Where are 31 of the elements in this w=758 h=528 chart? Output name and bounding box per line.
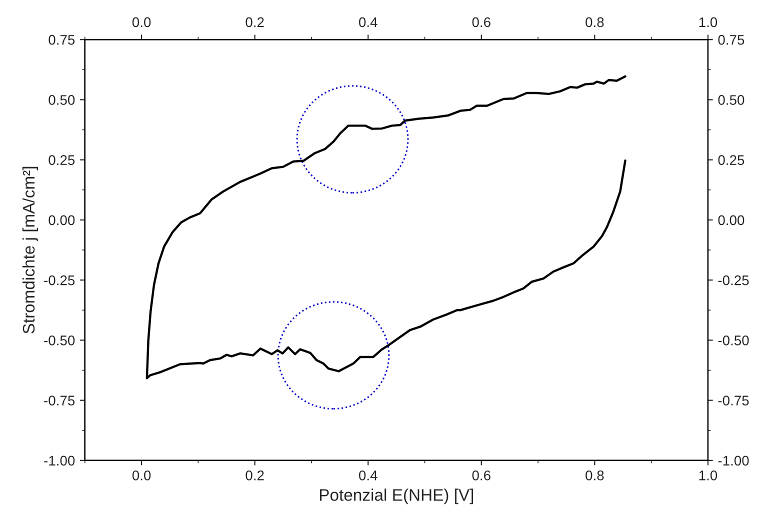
y-tick-label: 0.75 (48, 34, 75, 45)
x-axis-title: Potenzial E(NHE) [V] (320, 488, 474, 504)
x2-tick-label: 0.0 (132, 17, 151, 28)
y2-tick-label: -0.50 (718, 336, 749, 346)
y-tick-label: 0.50 (48, 95, 75, 105)
line-series (146, 75, 626, 380)
y2-tick-label: 0.25 (718, 155, 744, 165)
x2-tick-label: 0.2 (246, 17, 264, 28)
x-tick-label: 0.8 (586, 470, 604, 480)
y2-tick-label: 0.75 (718, 34, 744, 45)
y-tick-label: -0.25 (44, 275, 75, 286)
x-tick-label: 0.2 (246, 470, 264, 480)
x-tick-label: 0.4 (359, 470, 378, 480)
x2-tick-label: 0.6 (472, 17, 490, 28)
y-tick-label: 0.25 (48, 155, 75, 165)
x2-tick-label: 1.0 (699, 17, 718, 28)
y-tick-label: -0.75 (44, 396, 75, 406)
y2-tick-label: -1.00 (718, 456, 749, 466)
y-tick-label: -0.50 (44, 336, 75, 346)
x2-tick-label: 0.8 (586, 17, 604, 28)
y2-tick-label: 0.00 (718, 215, 744, 226)
y-tick-label: 0.00 (48, 215, 75, 226)
y-axis-title: Stromdichte j [mA/cm²] (22, 166, 38, 334)
x2-tick-label: 0.4 (359, 17, 378, 28)
x-tick-label: 1.0 (699, 470, 718, 480)
y-tick-label: -1.00 (44, 456, 75, 466)
y2-tick-label: 0.50 (718, 95, 744, 105)
y2-tick-label: -0.25 (718, 275, 749, 286)
x-tick-label: 0.6 (472, 470, 490, 480)
y2-tick-label: -0.75 (718, 396, 749, 406)
x-tick-label: 0.0 (132, 470, 151, 480)
